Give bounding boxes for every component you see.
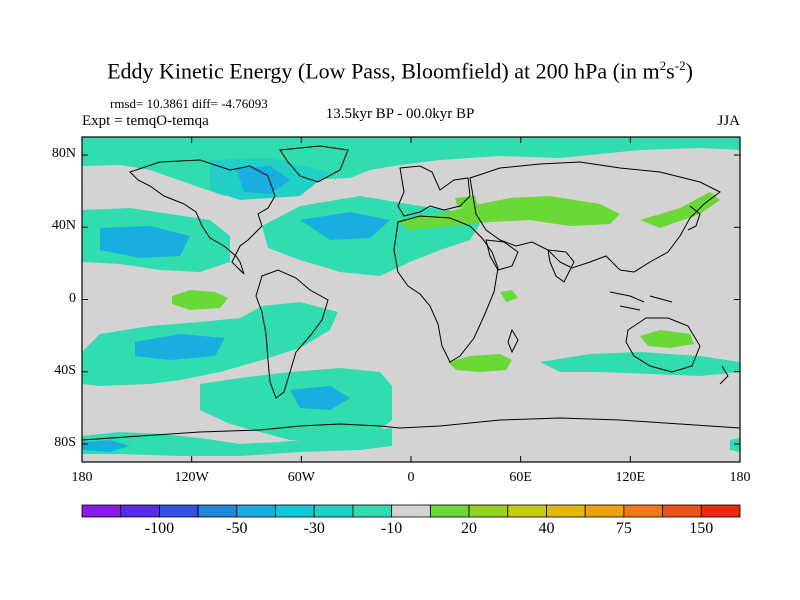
colorbar-label: 20 bbox=[461, 520, 478, 537]
colorbar-swatch bbox=[275, 504, 315, 518]
antarctica-coast bbox=[82, 417, 740, 441]
north-pacific-blue bbox=[100, 226, 190, 258]
colorbar-label: 40 bbox=[538, 520, 555, 537]
drake-passage-blue bbox=[290, 386, 350, 410]
x-tick-label: 60W bbox=[287, 470, 315, 485]
south-indian-band bbox=[540, 352, 740, 376]
india-coast bbox=[547, 249, 575, 283]
indian-ocean-positive bbox=[500, 290, 518, 302]
y-tick-label: 40N bbox=[51, 218, 76, 234]
colorbar-label: -100 bbox=[144, 520, 175, 537]
x-tick-label: 120E bbox=[615, 470, 646, 485]
colorbar-swatch bbox=[197, 504, 238, 518]
australia-coast bbox=[625, 317, 701, 373]
colorbar-label: -30 bbox=[303, 520, 325, 537]
anomaly-shading bbox=[82, 137, 740, 456]
colorbar-swatch bbox=[313, 504, 354, 518]
y-tick-label: 80S bbox=[54, 434, 76, 450]
colorbar-swatch bbox=[662, 504, 702, 518]
japan-coast bbox=[687, 205, 701, 231]
season-label: JJA bbox=[717, 113, 740, 129]
south-america-coast bbox=[255, 269, 329, 399]
x-tick-label: 120W bbox=[174, 470, 209, 485]
colorbar-swatch bbox=[623, 504, 663, 518]
x-tick-label: 180 bbox=[71, 470, 93, 485]
southern-ocean-south-america bbox=[200, 368, 392, 440]
colorbar-label: 150 bbox=[689, 520, 714, 537]
colorbar-swatch bbox=[507, 504, 547, 518]
australia-green bbox=[640, 330, 694, 348]
x-tick-label: 180 bbox=[729, 470, 751, 485]
colorbar-swatch bbox=[391, 504, 431, 518]
experiment-label: Expt = temqO-temqa bbox=[82, 113, 209, 129]
colorbar-swatch bbox=[584, 504, 625, 518]
south-atlantic-green bbox=[448, 354, 512, 372]
south-pacific-blue bbox=[135, 334, 225, 360]
colorbar-swatch bbox=[159, 504, 199, 518]
stats-line: rmsd= 10.3861 diff= -4.76093 bbox=[110, 96, 268, 111]
asia-coast bbox=[469, 161, 721, 273]
time-range-label: 13.5kyr BP - 00.0kyr BP bbox=[325, 106, 475, 122]
north-atlantic-blue bbox=[300, 212, 390, 240]
x-tick-label: 0 bbox=[407, 470, 415, 485]
new-zealand-coast bbox=[719, 365, 729, 385]
madagascar-coast bbox=[507, 328, 519, 354]
tropical-pacific-positive bbox=[172, 290, 228, 310]
colorbar-swatch bbox=[81, 504, 122, 518]
page-title: Eddy Kinetic Energy (Low Pass, Bloomfiel… bbox=[107, 58, 693, 84]
north-america-coast bbox=[129, 159, 276, 275]
africa-coast bbox=[393, 215, 499, 363]
greenland-coast bbox=[279, 145, 349, 183]
axis-ticks bbox=[81, 137, 741, 462]
colorbar-label: -50 bbox=[226, 520, 248, 537]
colorbar-swatch bbox=[429, 504, 470, 518]
east-antarctic-teal bbox=[730, 438, 740, 452]
nw-pacific-green bbox=[640, 192, 720, 228]
colorbar-swatch bbox=[236, 504, 276, 518]
x-tick-label: 60E bbox=[509, 470, 532, 485]
colorbar bbox=[81, 504, 741, 518]
colorbar-label: -10 bbox=[380, 520, 403, 537]
antarctic-blue bbox=[82, 440, 130, 452]
eurasian-positive-band bbox=[396, 196, 620, 230]
colorbar-swatch bbox=[352, 504, 393, 518]
y-tick-label: 80N bbox=[51, 146, 76, 162]
colorbar-label: 75 bbox=[615, 520, 632, 537]
colorbar-swatch bbox=[468, 504, 509, 518]
colorbar-swatch bbox=[700, 504, 741, 518]
y-tick-label: 40S bbox=[54, 362, 76, 378]
colorbar-swatch bbox=[120, 504, 160, 518]
arabia-coast bbox=[485, 239, 519, 271]
hudson-blue-core bbox=[236, 166, 290, 194]
coastlines bbox=[82, 145, 740, 441]
y-tick-label: 0 bbox=[69, 290, 76, 306]
colorbar-swatch bbox=[546, 504, 586, 518]
maritime-islands bbox=[609, 291, 673, 311]
europe-coast bbox=[397, 165, 471, 217]
